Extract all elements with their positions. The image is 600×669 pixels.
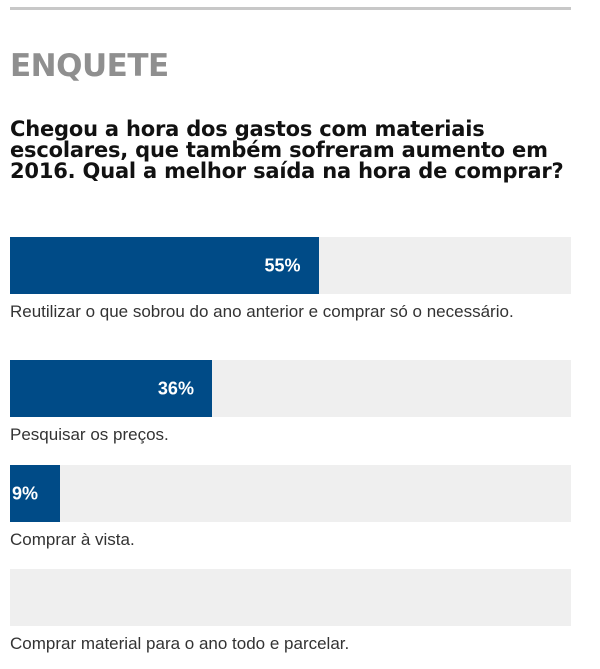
result-bar-fill: 36%: [10, 360, 212, 417]
result-bar-track: 36%: [10, 360, 571, 417]
poll-option-1[interactable]: 55% Reutilizar o que sobrou do ano anter…: [10, 237, 571, 321]
option-label: Reutilizar o que sobrou do ano anterior …: [10, 302, 514, 321]
result-bar-track: 55%: [10, 237, 571, 294]
result-percent: 36%: [157, 378, 194, 398]
poll-heading: ENQUETE: [10, 48, 169, 84]
top-divider: [10, 7, 571, 10]
result-percent: 9%: [12, 483, 39, 503]
result-bar-track: [10, 569, 571, 626]
result-bar-fill: 55%: [10, 237, 319, 294]
poll-option-2[interactable]: 36% Pesquisar os preços.: [10, 360, 571, 444]
option-label: Pesquisar os preços.: [10, 425, 169, 444]
result-percent: 55%: [264, 255, 301, 275]
option-label: Comprar à vista.: [10, 530, 135, 549]
poll-question: Chegou a hora dos gastos com materiais e…: [10, 117, 564, 183]
poll-option-4[interactable]: Comprar material para o ano todo e parce…: [10, 569, 571, 653]
option-label: Comprar material para o ano todo e parce…: [10, 634, 350, 653]
poll-option-3[interactable]: 9% Comprar à vista.: [10, 465, 571, 549]
result-bar-track: 9%: [10, 465, 571, 522]
result-bar-fill: 9%: [10, 465, 61, 522]
